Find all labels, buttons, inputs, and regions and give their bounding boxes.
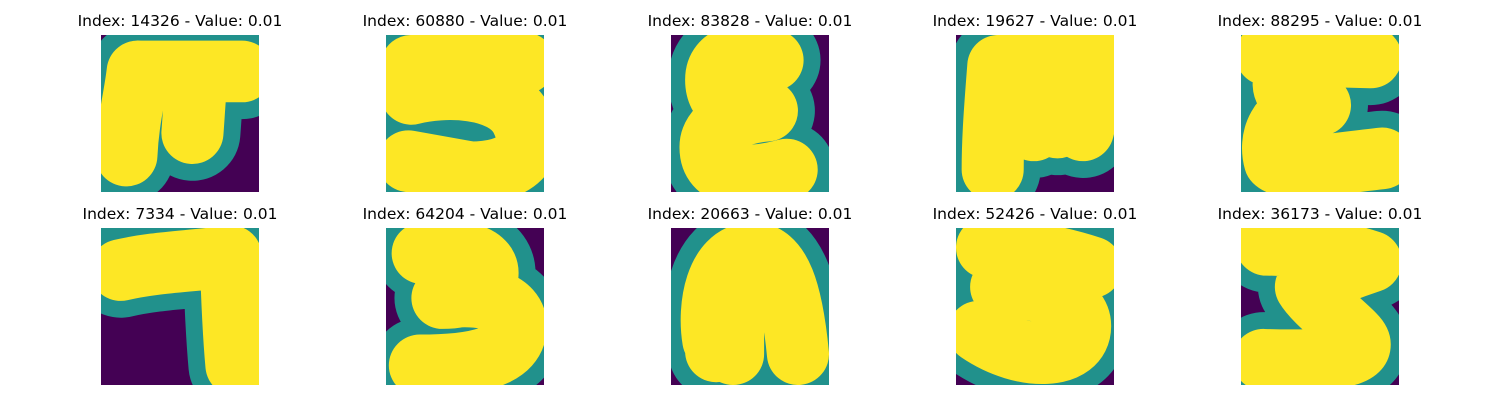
panel-64204: Index: 64204 - Value: 0.01 (335, 205, 595, 385)
panel-60880: Index: 60880 - Value: 0.01 (335, 12, 595, 192)
panel-title: Index: 7334 - Value: 0.01 (82, 205, 278, 223)
digit-image-n (671, 228, 829, 385)
panel-title: Index: 52426 - Value: 0.01 (932, 205, 1138, 223)
panel-title: Index: 83828 - Value: 0.01 (647, 12, 853, 30)
digit-image-m (956, 35, 1114, 192)
panel-36173: Index: 36173 - Value: 0.01 (1190, 205, 1450, 385)
panel-title: Index: 19627 - Value: 0.01 (932, 12, 1138, 30)
digit-image-five (386, 35, 544, 192)
digit-image-three-b (956, 228, 1114, 385)
panel-7334: Index: 7334 - Value: 0.01 (50, 205, 310, 385)
panel-83828: Index: 83828 - Value: 0.01 (620, 12, 880, 192)
panel-title: Index: 88295 - Value: 0.01 (1217, 12, 1423, 30)
panel-title: Index: 36173 - Value: 0.01 (1217, 205, 1423, 223)
digit-image-three (386, 228, 544, 385)
panel-title: Index: 14326 - Value: 0.01 (77, 12, 283, 30)
panel-14326: Index: 14326 - Value: 0.01 (50, 12, 310, 192)
panel-52426: Index: 52426 - Value: 0.01 (905, 205, 1165, 385)
panel-20663: Index: 20663 - Value: 0.01 (620, 205, 880, 385)
digit-image-pi (101, 35, 259, 192)
panel-title: Index: 64204 - Value: 0.01 (362, 205, 568, 223)
panel-19627: Index: 19627 - Value: 0.01 (905, 12, 1165, 192)
digit-image-epsilon (671, 35, 829, 192)
digit-image-xi (1241, 35, 1399, 192)
digit-image-z-curve (1241, 228, 1399, 385)
panel-title: Index: 60880 - Value: 0.01 (362, 12, 568, 30)
panel-88295: Index: 88295 - Value: 0.01 (1190, 12, 1450, 192)
digit-image-seven (101, 228, 259, 385)
panel-title: Index: 20663 - Value: 0.01 (647, 205, 853, 223)
